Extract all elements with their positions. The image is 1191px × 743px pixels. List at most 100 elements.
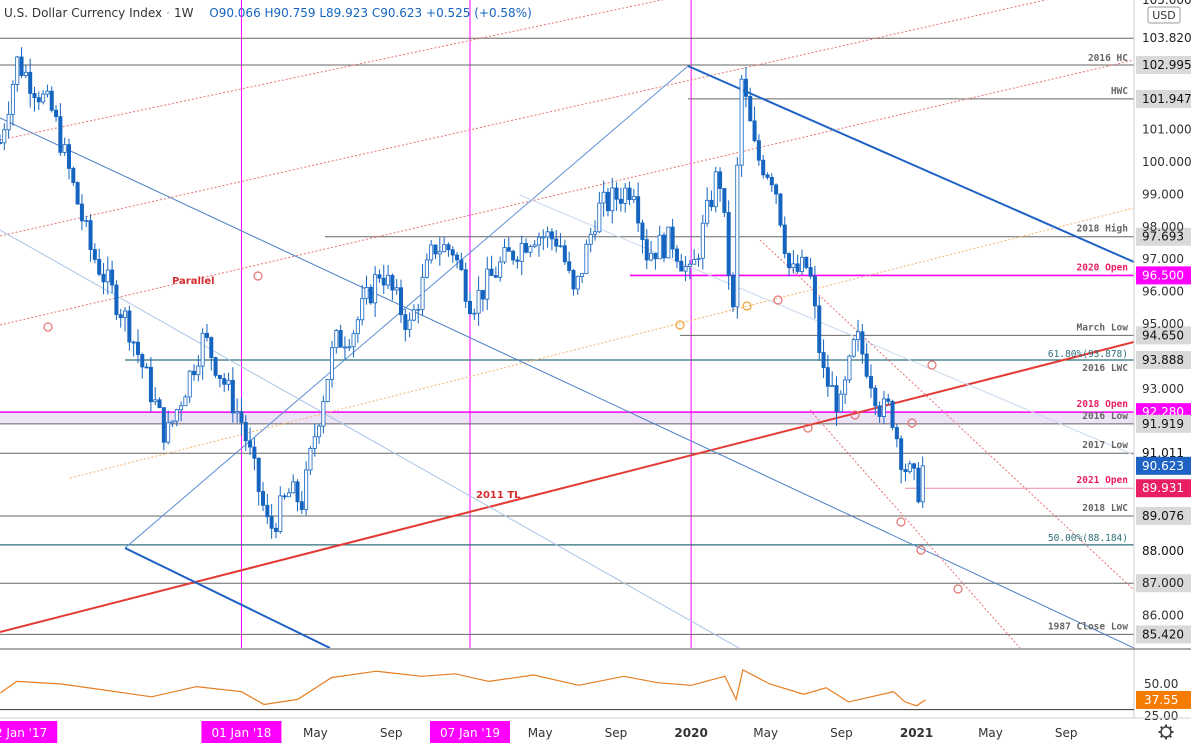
candle-down <box>890 401 895 428</box>
candle-up <box>235 411 240 414</box>
candle-down <box>778 193 783 226</box>
candle-down <box>795 263 800 272</box>
gear-icon[interactable] <box>1158 724 1174 740</box>
candle-up <box>502 247 507 263</box>
pivot-marker-7 <box>927 360 937 370</box>
candle-down <box>282 495 287 498</box>
candle-down <box>743 78 748 97</box>
candle-up <box>597 202 602 233</box>
price-tag-bg-2 <box>1136 55 1191 74</box>
candle-down <box>140 354 145 368</box>
pivot-marker-0 <box>43 322 53 332</box>
candle-up <box>291 481 296 494</box>
level-note-12: 2018 LWC <box>1082 503 1128 514</box>
candle-down <box>709 199 714 208</box>
time-tag-bg-0 <box>0 721 58 743</box>
candle-up <box>838 393 843 413</box>
candle-up <box>623 187 628 204</box>
candle-up <box>442 244 447 253</box>
time-tag-0: 02 Jan '17 <box>0 726 47 740</box>
current-price-tag-bg <box>1136 456 1191 475</box>
pivot-marker-4 <box>773 295 783 305</box>
candle-down <box>493 275 498 278</box>
price-tick-5: 96.000 <box>1142 285 1184 299</box>
candle-down <box>161 407 166 443</box>
candle-down <box>450 249 455 256</box>
price-tag-bg-15 <box>1136 625 1191 644</box>
candle-up <box>588 233 593 245</box>
candle-down <box>614 187 619 200</box>
level-note-6: March Low <box>1077 322 1129 333</box>
candle-down <box>554 238 559 247</box>
price-tag-11: 89.931 <box>1142 481 1184 495</box>
candle-up <box>355 319 360 335</box>
candle-down <box>265 504 270 518</box>
blue-descending-resistance <box>687 65 1134 263</box>
level-note-7: 2016 LWC <box>1082 363 1128 374</box>
candle-down <box>209 337 214 359</box>
candle-down <box>860 331 865 355</box>
currency-badge: USD <box>1152 9 1176 22</box>
candle-up <box>174 409 179 422</box>
candle-up <box>545 231 550 238</box>
candle-down <box>127 310 132 343</box>
candle-up <box>528 246 533 253</box>
candle-up <box>351 333 356 348</box>
candle-up <box>360 298 365 321</box>
price-tag-bg-0 <box>1136 0 1191 9</box>
candle-down <box>549 231 554 240</box>
candle-down <box>670 226 675 250</box>
parallel-line-1 <box>0 59 1134 326</box>
price-tag-12: 89.076 <box>1142 509 1184 523</box>
candle-down <box>368 286 373 304</box>
annotation-parallel: Parallel <box>172 276 215 287</box>
price-tag-bg-12 <box>1136 506 1191 525</box>
candle-down <box>825 367 830 387</box>
candle-up <box>105 269 110 283</box>
price-tag-bg-4 <box>1136 227 1191 246</box>
candle-up <box>347 346 352 349</box>
candle-up <box>610 187 615 212</box>
candle-down <box>446 244 451 251</box>
time-tick-9: Sep <box>830 726 853 740</box>
time-tick-7: 2020 <box>674 726 707 740</box>
pivot-marker-8 <box>907 418 917 428</box>
candle-up <box>472 312 477 315</box>
candle-up <box>416 308 421 311</box>
price-tick-1: 100.000 <box>1142 155 1191 169</box>
price-tick-2: 99.000 <box>1142 187 1184 201</box>
symbol-name[interactable]: U.S. Dollar Currency Index <box>4 6 163 20</box>
candle-up <box>183 396 188 407</box>
candle-down <box>761 159 766 176</box>
price-tag-5: 96.500 <box>1142 268 1184 282</box>
blue-light-channel <box>0 229 740 648</box>
candle-down <box>79 203 84 222</box>
candle-down <box>489 268 494 276</box>
currency-badge-bg <box>1147 6 1181 24</box>
candle-up <box>593 231 598 235</box>
time-tag-4: 07 Jan '19 <box>440 726 500 740</box>
candle-up <box>407 319 412 330</box>
time-tick-3: Sep <box>380 726 403 740</box>
level-note-5: 2020 Open <box>1077 262 1128 273</box>
gear-tooth <box>1159 734 1164 739</box>
candle-down <box>256 457 261 492</box>
pivot-marker-3 <box>742 301 752 311</box>
time-tick-10: 2021 <box>900 726 933 740</box>
pivot-marker-2 <box>675 320 685 330</box>
candle-up <box>62 144 67 153</box>
candle-down <box>571 270 576 290</box>
interval-label[interactable]: 1W <box>173 6 194 20</box>
candle-up <box>666 226 671 259</box>
candle-down <box>299 501 304 510</box>
candle-up <box>2 129 7 144</box>
candle-up <box>851 339 856 357</box>
candle-down <box>636 196 641 224</box>
candle-up <box>15 56 20 85</box>
price-tag-4: 97.693 <box>1142 230 1184 244</box>
orange-dotted-trend <box>69 207 1134 479</box>
candle-down <box>157 399 162 409</box>
candle-down <box>817 305 822 353</box>
time-tick-11: May <box>978 726 1003 740</box>
